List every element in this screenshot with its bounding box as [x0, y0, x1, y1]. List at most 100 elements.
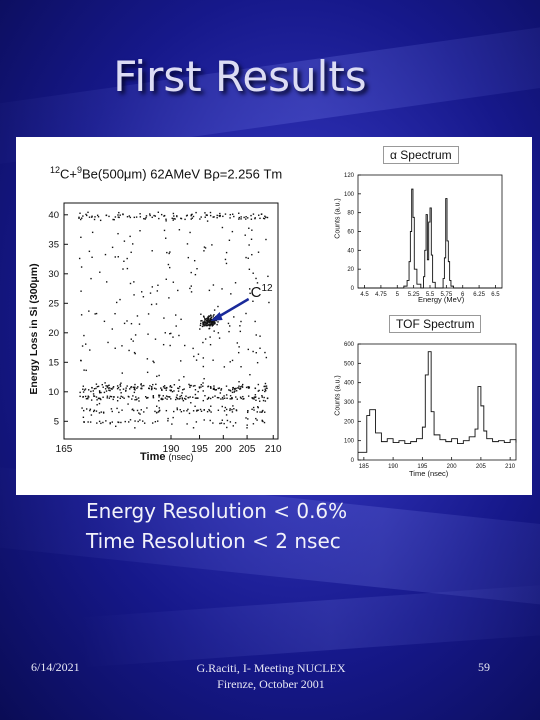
- scatter-point: [221, 226, 224, 229]
- scatter-point: [186, 410, 188, 412]
- scatter-point: [262, 399, 265, 402]
- scatter-point: [228, 389, 230, 391]
- scatter-point: [204, 216, 206, 218]
- scatter-point: [265, 356, 268, 359]
- scatter-point: [146, 358, 149, 360]
- scatter-point: [100, 411, 102, 413]
- scatter-point: [248, 288, 251, 290]
- scatter-point: [202, 315, 205, 317]
- scatter-point: [248, 244, 250, 246]
- scatter-point: [117, 386, 120, 389]
- scatter-point: [235, 390, 238, 392]
- scatter-point: [202, 365, 205, 368]
- scatter-point: [130, 338, 132, 340]
- scatter-point: [160, 388, 163, 391]
- tof-y-tick-label: 500: [344, 361, 355, 367]
- scatter-point: [264, 385, 266, 388]
- scatter-point: [96, 214, 99, 217]
- scatter-point: [229, 213, 231, 216]
- tof-x-axis-label: Time (nsec): [409, 469, 449, 478]
- scatter-point: [151, 216, 153, 219]
- scatter-point: [177, 289, 179, 292]
- scatter-point: [142, 296, 145, 298]
- scatter-point: [238, 218, 240, 220]
- scatter-point: [263, 217, 266, 220]
- scatter-point: [196, 410, 198, 412]
- scatter-point: [140, 383, 142, 386]
- scatter-point: [191, 213, 193, 216]
- scatter-point: [183, 388, 185, 390]
- scatter-point: [219, 422, 221, 425]
- scatter-point: [106, 397, 108, 399]
- scatter-point: [233, 215, 235, 218]
- scatter-point: [80, 266, 83, 268]
- scatter-point: [132, 386, 135, 389]
- scatter-point: [162, 398, 164, 400]
- scatter-point: [257, 406, 259, 409]
- scatter-point: [220, 398, 222, 400]
- scatter-point: [204, 247, 207, 249]
- scatter-point: [257, 406, 259, 408]
- scatter-point: [108, 215, 110, 218]
- scatter-point: [180, 360, 182, 362]
- scatter-point: [91, 387, 93, 389]
- scatter-point: [172, 416, 174, 419]
- scatter-point: [209, 397, 212, 400]
- scatter-point: [145, 216, 147, 219]
- scatter-point: [248, 386, 251, 388]
- scatter-point: [169, 332, 171, 335]
- scatter-point: [119, 383, 121, 386]
- scatter-point: [170, 389, 172, 391]
- scatter-point: [89, 409, 91, 412]
- scatter-point: [79, 212, 81, 214]
- scatter-point: [192, 385, 195, 387]
- scatter-point: [230, 293, 232, 295]
- scatter-point: [208, 408, 210, 411]
- scatter-point: [122, 388, 125, 390]
- scatter-point: [126, 385, 128, 387]
- scatter-point: [102, 411, 105, 413]
- scatter-point: [252, 406, 255, 409]
- scatter-point: [176, 397, 179, 400]
- scatter-point: [158, 396, 160, 398]
- scatter-point: [144, 218, 146, 220]
- scatter-point: [264, 411, 266, 413]
- scatter-point: [166, 387, 168, 389]
- scatter-point: [111, 410, 113, 413]
- scatter-point: [247, 348, 249, 351]
- scatter-point: [198, 387, 201, 389]
- scatter-point: [239, 396, 242, 398]
- scatter-point: [93, 388, 96, 390]
- scatter-point: [212, 323, 214, 325]
- scatter-x-tick-label: 210: [265, 444, 282, 455]
- scatter-point: [153, 214, 155, 217]
- scatter-point: [99, 392, 101, 394]
- scatter-point: [255, 277, 257, 280]
- scatter-y-tick-label: 5: [54, 416, 59, 427]
- scatter-point: [167, 396, 169, 398]
- scatter-point: [123, 260, 125, 262]
- scatter-point: [134, 334, 137, 336]
- scatter-point: [134, 427, 136, 429]
- scatter-point: [134, 420, 136, 422]
- scatter-point: [221, 396, 224, 399]
- scatter-point: [180, 411, 183, 413]
- scatter-point: [158, 374, 160, 377]
- scatter-point: [132, 340, 134, 342]
- scatter-point: [163, 215, 165, 217]
- scatter-point: [152, 395, 155, 397]
- scatter-point: [208, 409, 211, 412]
- scatter-point: [134, 383, 136, 386]
- scatter-point: [255, 334, 257, 336]
- scatter-point: [183, 376, 185, 378]
- scatter-point: [103, 391, 106, 394]
- scatter-point: [214, 322, 216, 324]
- scatter-point: [156, 290, 159, 292]
- scatter-point: [239, 388, 241, 390]
- scatter-point: [209, 314, 212, 316]
- scatter-point: [93, 395, 96, 397]
- scatter-point: [214, 395, 216, 397]
- scatter-point: [210, 387, 212, 389]
- scatter-point: [208, 289, 211, 292]
- scatter-point: [143, 384, 145, 387]
